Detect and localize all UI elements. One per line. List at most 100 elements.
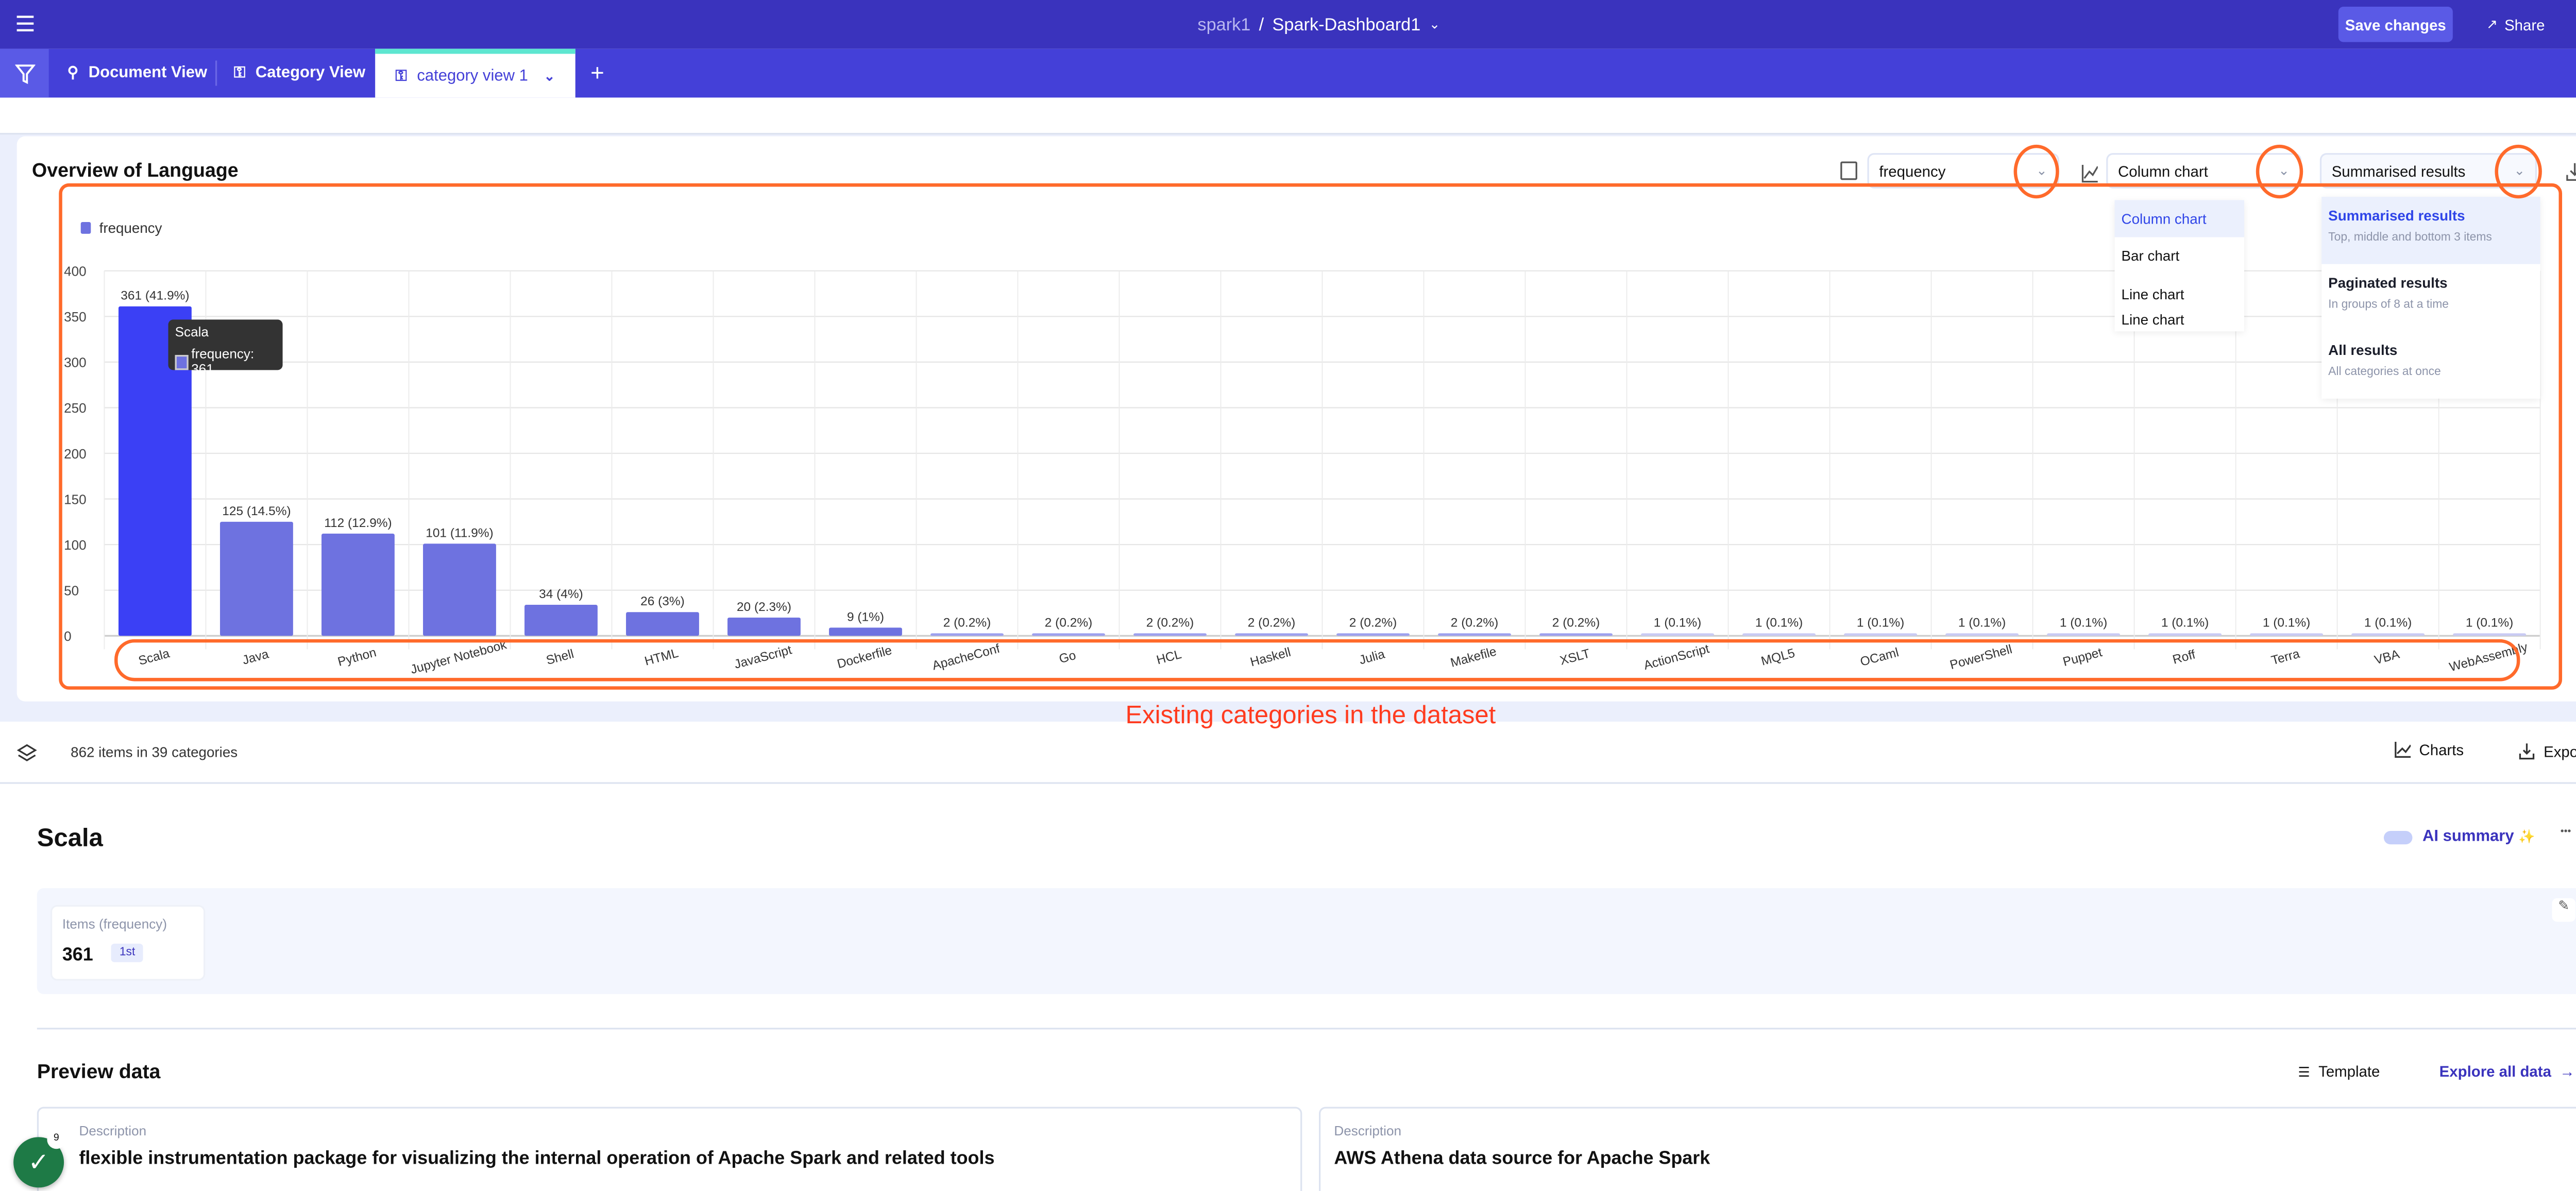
bar-webassembly (2453, 633, 2527, 636)
template-label: Template (2318, 1063, 2380, 1080)
option-description: All categories at once (2328, 366, 2441, 379)
preview-card[interactable]: Description flexible instrumentation pac… (37, 1107, 1302, 1191)
bar-ocaml (1844, 633, 1917, 636)
hamburger-menu-icon[interactable] (15, 13, 35, 33)
tooltip-value: frequency: 361 (191, 346, 255, 377)
share-button[interactable]: ↗ Share (2486, 7, 2545, 42)
data-label: 101 (11.9%) (426, 526, 493, 540)
data-label: 1 (0.1%) (2364, 616, 2412, 629)
breadcrumb-separator: / (1259, 14, 1264, 35)
bar-terra (2250, 633, 2324, 636)
preview-card[interactable]: Description AWS Athena data source for A… (1318, 1107, 2576, 1191)
annotation-circle (2013, 144, 2059, 199)
category-title: Scala (37, 824, 103, 853)
measure-select-value: frequency (1879, 162, 1946, 179)
ai-summary-toggle[interactable] (2383, 831, 2413, 845)
top-bar: spark1 / Spark-Dashboard1 ⌄ Save changes… (0, 0, 2576, 49)
preview-title: Preview data (37, 1060, 161, 1083)
add-tab-button[interactable]: + (590, 59, 604, 86)
annotation-text: Existing categories in the dataset (1125, 701, 1496, 730)
tab-bar: ⚲ Document View ⚿ Category View ⚿ catego… (0, 48, 2576, 98)
legend-label: frequency (99, 220, 162, 236)
data-label: 1 (0.1%) (2060, 616, 2107, 629)
section-divider (37, 1028, 2576, 1030)
dashboard-breadcrumb: spark1 / Spark-Dashboard1 ⌄ (0, 0, 2576, 49)
tooltip-title: Scala (175, 325, 209, 340)
y-tick-label: 150 (64, 491, 87, 507)
bar-shell (524, 605, 598, 636)
chart-type-value: Column chart (2118, 162, 2208, 179)
y-tick-label: 350 (64, 309, 87, 325)
explore-all-data-link[interactable]: Explore all data → (2439, 1063, 2575, 1080)
menu-item-bar-chart[interactable]: Bar chart (2121, 247, 2180, 264)
template-button[interactable]: ☰ Template (2298, 1063, 2380, 1080)
chart-type-menu: Column chart Bar chart Line chart Line c… (2114, 200, 2244, 332)
field-label: Description (79, 1124, 147, 1139)
chart-tooltip: Scala frequency: 361 (168, 319, 283, 377)
tab-category-view-1[interactable]: ⚿ category view 1 ⌄ (375, 48, 575, 98)
field-value: AWS Athena data source for Apache Spark (1334, 1149, 1710, 1169)
data-label: 34 (4%) (539, 587, 583, 601)
option-description: Top, middle and bottom 3 items (2328, 232, 2492, 244)
tab-label: category view 1 (417, 66, 528, 85)
download-icon[interactable] (2566, 160, 2576, 190)
bar-xslt (1539, 633, 1613, 636)
share-label: Share (2504, 16, 2545, 33)
field-label: Description (1334, 1124, 1402, 1139)
bar-scala (118, 306, 192, 636)
y-tick-label: 250 (64, 400, 87, 416)
option-title: Paginated results (2328, 274, 2448, 291)
data-label: 2 (0.2%) (943, 616, 991, 629)
ai-summary-label[interactable]: AI summary ✨ (2422, 828, 2535, 846)
edit-pencil-icon[interactable]: ✎ (2552, 898, 2576, 922)
bar-vba (2351, 633, 2425, 636)
filter-button[interactable] (0, 48, 49, 98)
items-count: 862 items in 39 categories (71, 743, 238, 760)
y-tick-label: 100 (64, 537, 87, 553)
option-description: In groups of 8 at a time (2328, 299, 2449, 312)
charts-label: Charts (2419, 741, 2464, 759)
data-label: 2 (0.2%) (1451, 616, 1498, 629)
workspace-name[interactable]: spark1 (1197, 14, 1251, 35)
tab-label: Category View (255, 64, 366, 82)
menu-item-line-chart[interactable]: Line chart (2121, 286, 2184, 303)
chevron-down-icon[interactable]: ⌄ (1429, 16, 1440, 32)
overview-title: Overview of Language (32, 161, 239, 182)
data-label: 2 (0.2%) (1146, 616, 1194, 629)
menu-item-summarised-results[interactable]: Summarised results Top, middle and bottom… (2321, 197, 2540, 264)
export-button[interactable]: Export (2518, 742, 2576, 760)
bar-chart-icon (1840, 161, 1857, 180)
menu-item-paginated-results[interactable]: Paginated results In groups of 8 at a tim… (2321, 264, 2540, 332)
field-value: flexible instrumentation package for vis… (79, 1149, 995, 1169)
data-label: 2 (0.2%) (1349, 616, 1397, 629)
bar-powershell (1945, 633, 2019, 636)
dashboard-name[interactable]: Spark-Dashboard1 (1272, 14, 1421, 35)
charts-button[interactable]: Charts (2394, 741, 2464, 759)
data-label: 125 (14.5%) (222, 504, 291, 518)
hierarchy-icon: ⚿ (395, 66, 407, 83)
bar-javascript (727, 617, 801, 636)
tab-document-view[interactable]: ⚲ Document View (67, 49, 208, 98)
bar-puppet (2047, 633, 2120, 636)
tab-category-view[interactable]: ⚿ Category View (234, 49, 365, 98)
tab-divider (215, 60, 217, 86)
y-tick-label: 400 (64, 264, 87, 279)
line-chart-icon (2395, 741, 2411, 758)
bar-julia (1336, 633, 1410, 636)
bar-roff (2148, 633, 2222, 636)
menu-item-all-results[interactable]: All results All categories at once (2321, 331, 2540, 399)
filter-icon (14, 63, 35, 83)
bar-makefile (1438, 633, 1511, 636)
data-label: 1 (0.1%) (2466, 616, 2513, 629)
data-label: 2 (0.2%) (1045, 616, 1092, 629)
legend-swatch (80, 222, 91, 234)
save-changes-button[interactable]: Save changes (2338, 7, 2453, 42)
chevron-down-icon[interactable]: ⌄ (544, 68, 555, 83)
menu-item-column-chart[interactable]: Column chart (2114, 200, 2244, 237)
data-label: 1 (0.1%) (1958, 616, 2006, 629)
more-options-icon[interactable]: ••• (2560, 827, 2571, 838)
data-label: 20 (2.3%) (737, 600, 791, 614)
results-select-value: Summarised results (2331, 162, 2466, 179)
stats-panel (37, 888, 2576, 994)
menu-item-line-chart-duplicate[interactable]: Line chart (2121, 311, 2184, 328)
